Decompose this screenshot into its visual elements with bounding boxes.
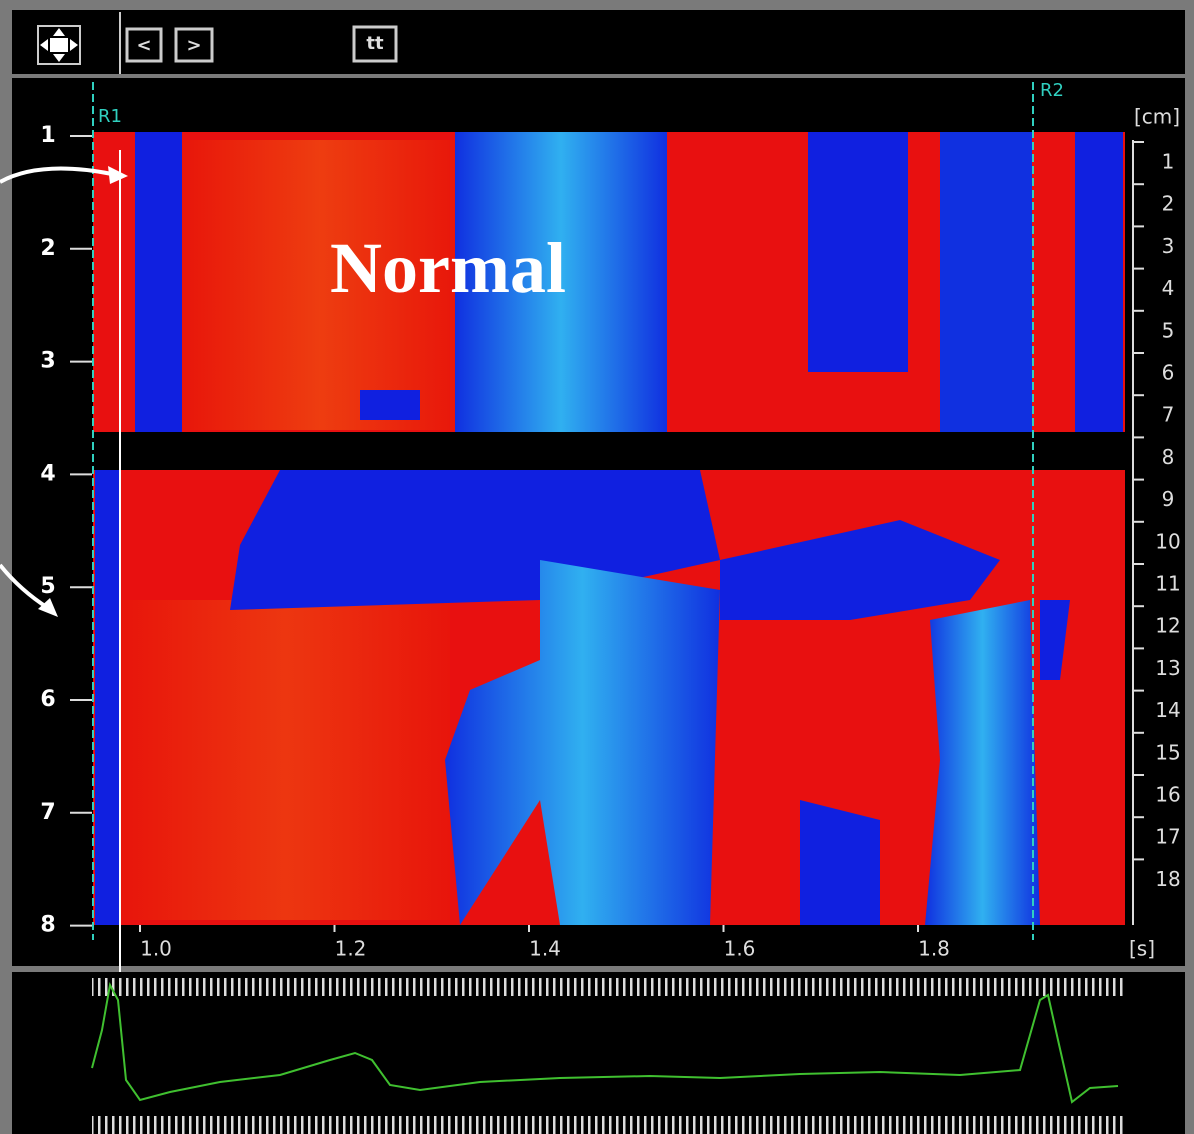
depth-label: 7 <box>40 800 55 825</box>
tt-button[interactable]: tt <box>352 25 398 63</box>
annotation: Normal <box>330 228 566 308</box>
depth-label: 3 <box>40 349 55 374</box>
prev-button[interactable]: < <box>125 27 163 63</box>
segment-label: 7 <box>1162 403 1175 427</box>
time-label: 1.0 <box>140 937 172 961</box>
depth-label: 2 <box>40 236 55 261</box>
time-ticks <box>92 978 1127 996</box>
move-icon[interactable] <box>37 25 81 65</box>
segment-unit: [cm] <box>1134 105 1180 129</box>
segment-label: 6 <box>1162 361 1175 385</box>
depth-label: 6 <box>40 687 55 712</box>
depth-label: 8 <box>40 913 55 938</box>
time-label: 1.4 <box>529 937 561 961</box>
time-label: 1.8 <box>918 937 950 961</box>
next-button[interactable]: > <box>174 27 214 63</box>
segment-label: 8 <box>1162 445 1175 469</box>
button-label: tt <box>366 33 384 54</box>
button-label: > <box>186 35 201 56</box>
ecg-panel <box>12 972 1185 1134</box>
segment-label: 10 <box>1155 529 1180 553</box>
time-label: 1.6 <box>724 937 756 961</box>
ecg-trace <box>91 981 1119 1104</box>
segment-label: 13 <box>1155 656 1180 680</box>
segment-label: 16 <box>1155 783 1180 807</box>
segment-label: 14 <box>1155 698 1180 722</box>
mmode-image <box>93 132 1125 925</box>
segment-label: 2 <box>1162 192 1175 216</box>
segment-label: 11 <box>1155 572 1180 596</box>
button-label: < <box>136 35 151 56</box>
time-unit: [s] <box>1129 937 1155 961</box>
arrowhead <box>108 166 128 184</box>
segment-label: 15 <box>1155 740 1180 764</box>
time-ticks <box>92 1116 1127 1134</box>
marker-label: R2 <box>1040 80 1064 101</box>
arrowhead <box>38 598 58 617</box>
depth-label: 4 <box>40 461 55 486</box>
segment-label: 12 <box>1155 614 1180 638</box>
segment-label: 17 <box>1155 825 1180 849</box>
marker-label: R1 <box>98 106 122 127</box>
segment-label: 3 <box>1162 234 1175 258</box>
segment-label: 1 <box>1162 150 1175 174</box>
depth-label: 5 <box>40 574 55 599</box>
segment-label: 5 <box>1162 318 1175 342</box>
segment-label: 18 <box>1155 867 1180 891</box>
segment-label: 9 <box>1162 487 1175 511</box>
segment-label: 4 <box>1162 276 1175 300</box>
depth-label: 1 <box>40 123 55 148</box>
time-label: 1.2 <box>335 937 367 961</box>
